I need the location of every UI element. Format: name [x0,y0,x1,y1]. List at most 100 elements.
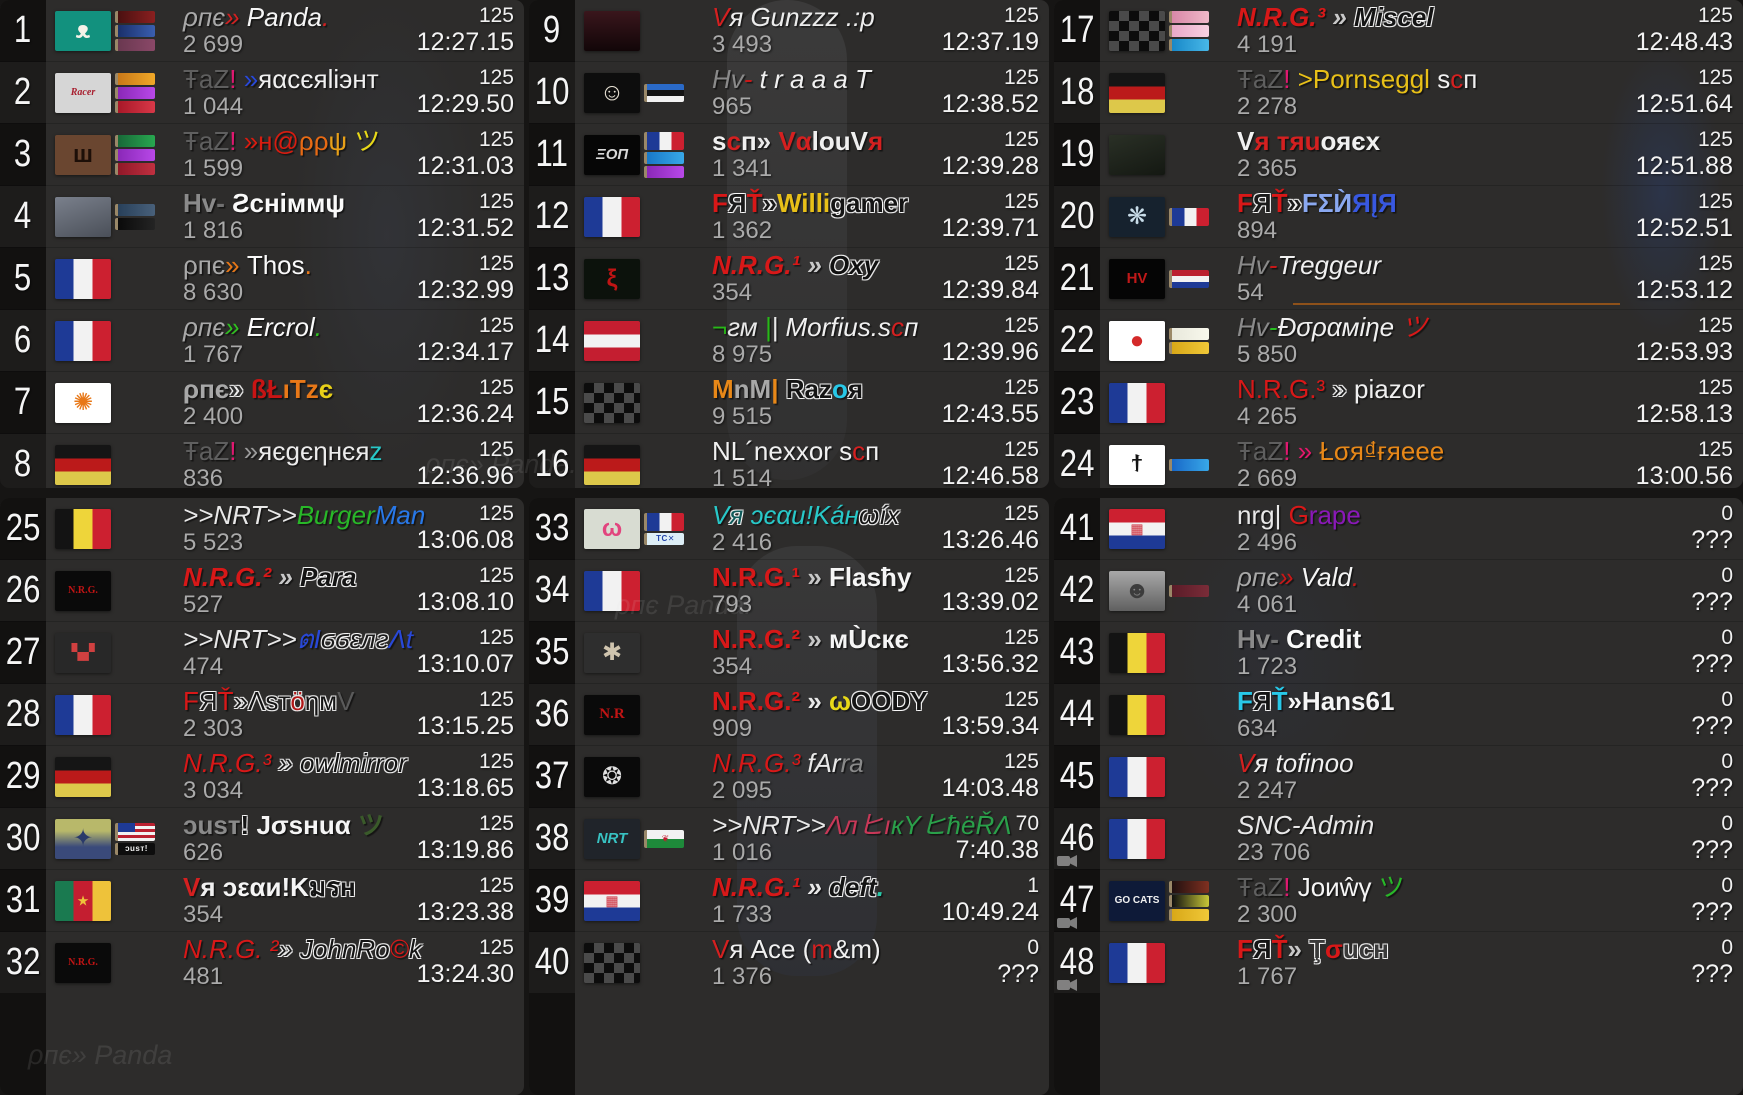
rank-number: 31 [5,879,41,921]
lap-count: 0 [1721,626,1733,649]
player-row[interactable]: 9 Vя Gunzzz .:p 3 493 125 12:37.19 [529,0,1049,61]
rank-cell: 44 [1054,684,1100,745]
player-row[interactable]: 44 FЯŤ»Hans61 634 0 ??? [1054,683,1743,745]
flag-france-icon [1109,942,1165,983]
player-row[interactable]: 14 ¬гм || Morfius.scп 8 975 125 12:39.96 [529,309,1049,371]
player-row[interactable]: 12 FЯŤ»Willigamer 1 362 125 12:39.71 [529,185,1049,247]
lap-count: 70 [1015,812,1039,835]
player-row[interactable]: 43 Hv- Credit 1 723 0 ??? [1054,621,1743,683]
badge-icon [1169,584,1209,597]
player-row[interactable]: 5 ρпє» Thos. 8 630 125 12:32.99 [0,247,524,309]
best-time: 7:40.38 [955,836,1039,864]
player-row[interactable]: 22 ● Hv-Đσραмiηe ツ 5 850 125 12:53.93 [1054,309,1743,371]
name-column: SNC-Admin 23 706 [1227,808,1685,869]
camera-icon [1057,916,1078,930]
player-row[interactable]: 28 FЯŤ»ΛsтöηмV 2 303 125 13:15.25 [0,683,524,745]
badge-icon [115,100,155,113]
player-row[interactable]: 24 ϯ ŦaZ! » Łσя₫ғяeee 2 669 125 13:00.56 [1054,433,1743,488]
player-row[interactable]: 4 Hv- Ƨcнiммψ 1 816 125 12:31.52 [0,185,524,247]
player-row[interactable]: 1 ᴥ ρпє» Panda. 2 699 125 12:27.15 [0,0,524,61]
player-row[interactable]: 25 >>NRT>>BurgerMan 5 523 125 13:06.08 [0,498,524,559]
player-points: 1 362 [712,217,773,244]
flag-france-icon [1109,382,1165,423]
player-row[interactable]: 36 N.R N.R.G.² » ωOODY 909 125 13:59.34 [529,683,1049,745]
player-row[interactable]: 6 ρпє» Ercrol. 1 767 125 12:34.17 [0,309,524,371]
name-column: ρпє» Vald. 4 061 [1227,560,1685,621]
rank-cell: 38 [529,808,575,869]
player-row[interactable]: 32 N.R.G. N.R.G. ²» JohnRo©k 481 125 13:… [0,931,524,993]
result-column: 125 12:52.51 [1630,186,1743,247]
best-time: 13:15.25 [416,712,514,740]
avatar-zone: N.R [575,684,702,745]
avatar-zone [46,684,173,745]
name-column: >>NRT>>ตIϭϭεлгΛt 474 [173,622,413,683]
player-row[interactable]: 39 ▦ N.R.G.¹ » deft. 1 733 1 10:49.24 [529,869,1049,931]
player-name: Hv- Credit [1237,624,1362,654]
player-row[interactable]: 31 ★ Vя ɔεαи!Kมรн 354 125 13:23.38 [0,869,524,931]
best-time: 12:39.96 [941,338,1039,366]
player-row[interactable]: 20 ❋ FЯŤ»FΣЍЯĮЯ 894 125 12:52.51 [1054,185,1743,247]
player-row[interactable]: 23 N.R.G.³ » piazor 4 265 125 12:58.13 [1054,371,1743,433]
player-row[interactable]: 7 ✺ ρпє» ßŁıTzє 2 400 125 12:36.24 [0,371,524,433]
lap-count: 1 [1027,874,1039,897]
avatar-zone [575,0,702,61]
player-row[interactable]: 42 ☻ ρпє» Vald. 4 061 0 ??? [1054,559,1743,621]
player-row[interactable]: 18 ŦaZ! >Pornseggl scп 2 278 125 12:51.6… [1054,61,1743,123]
player-row[interactable]: 21 HV Hv-Treggeur 54 125 12:53.12 [1054,247,1743,309]
player-points: 2 365 [1237,155,1298,182]
best-time: 12:37.19 [941,28,1039,56]
player-row[interactable]: 11 ΞOΠ scп» VαlouVя 1 341 125 12:39.28 [529,123,1049,185]
rank-cell: 26 [0,560,46,621]
rank-number: 46 [1059,817,1095,859]
player-row[interactable]: 47 GO CATS ŦaZ! Joиŵγ ツ 2 300 0 ??? [1054,869,1743,931]
player-row[interactable]: 37 ❂ N.R.G.³ fArra 2 095 125 14:03.48 [529,745,1049,807]
lap-count: 125 [1697,438,1733,461]
player-row[interactable]: 48 FЯŤ» Ţσucн 1 767 0 ??? [1054,931,1743,993]
player-row[interactable]: 30 ✦ ɔusт! ɔusт! Jσsнuα ツ 626 125 13:19.… [0,807,524,869]
rank-cell: 33 [529,498,575,559]
player-row[interactable]: 15 MnM| Razoя 9 515 125 12:43.55 [529,371,1049,433]
player-row[interactable]: 3 ш ŦaZ! »н@ρρψ ツ 1 599 125 12:31.03 [0,123,524,185]
best-time: 12:36.96 [416,462,514,488]
avatar-zone [1100,746,1227,807]
lap-count: 125 [1003,688,1039,711]
rank-number: 4 [14,195,32,237]
lap-count: 125 [478,376,514,399]
result-column: 70 7:40.38 [950,808,1049,869]
player-row[interactable]: 26 N.R.G. N.R.G.² » Para 527 125 13:08.1… [0,559,524,621]
player-row[interactable]: 17 N.R.G.³ » Miscel 4 191 125 12:48.43 [1054,0,1743,61]
result-column: 125 12:39.28 [936,124,1049,185]
player-row[interactable]: 35 ✱ N.R.G.² » мÙcкє 354 125 13:56.32 [529,621,1049,683]
player-row[interactable]: 27 ▚▞ >>NRT>>ตIϭϭεлгΛt 474 125 13:10.07 [0,621,524,683]
player-row[interactable]: 45 Vя tofinoo 2 247 0 ??? [1054,745,1743,807]
player-row[interactable]: 16 NL´nexxor scп 1 514 125 12:46.58 [529,433,1049,488]
player-row[interactable]: 46 SNC-Admin 23 706 0 ??? [1054,807,1743,869]
player-row[interactable]: 38 NRT ❦ >>NRT>>ΛлヒıкYヒħëŘΛ 1 016 70 7:4… [529,807,1049,869]
rank-number: 42 [1059,569,1095,611]
flag-belgium-icon [55,508,111,549]
player-points: 634 [1237,715,1278,742]
player-row[interactable]: 40 Vя Ace (m&m) 1 376 0 ??? [529,931,1049,993]
player-row[interactable]: 2 Racer ŦaZ! »яαcєяlіэнт 1 044 125 12:29… [0,61,524,123]
player-row[interactable]: 19 Vя тяuояєx 2 365 125 12:51.88 [1054,123,1743,185]
player-name: ŦaZ! »н@ρρψ ツ [183,126,381,156]
player-name: ρпє» Panda. [183,2,330,32]
cloud-avatar: ✦ [55,818,111,859]
avatar-zone: ω TC✕ [575,498,702,559]
rank-number: 8 [14,443,32,485]
result-column: 125 13:39.02 [936,560,1049,621]
lap-count: 0 [1721,502,1733,525]
player-row[interactable]: 8 ŦaZ! »яєgєηнєяz 836 125 12:36.96 [0,433,524,488]
name-column: Vя Ace (m&m) 1 376 [702,932,991,993]
player-row[interactable]: 10 ☺ Hv- t r a a a T 965 125 12:38.52 [529,61,1049,123]
player-row[interactable]: 33 ω TC✕ Vя ɔєαи!Káнωíx 2 416 125 13:26.… [529,498,1049,559]
player-row[interactable]: 34 N.R.G.¹ » Flasħy 793 125 13:39.02 [529,559,1049,621]
best-time: ??? [1691,650,1733,678]
result-column: 0 ??? [1685,498,1743,559]
player-row[interactable]: 13 ξ N.R.G.¹ » Oxy 354 125 12:39.84 [529,247,1049,309]
player-row[interactable]: 29 N.R.G.³ » owlmirror 3 034 125 13:18.6… [0,745,524,807]
rank-number: 13 [534,257,570,299]
avatar-zone [1100,372,1227,433]
result-column: 125 12:37.19 [936,0,1049,61]
player-row[interactable]: 41 ▦ nrg| Grape 2 496 0 ??? [1054,498,1743,559]
